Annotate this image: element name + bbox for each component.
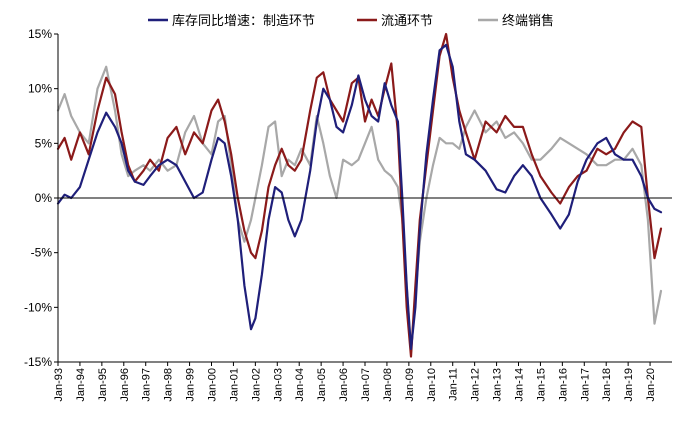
- x-tick-label: Jan-98: [163, 368, 175, 402]
- x-tick-label: Jan-13: [492, 368, 504, 402]
- x-tick-label: Jan-07: [360, 368, 372, 402]
- x-tick-label: Jan-11: [448, 368, 460, 401]
- x-tick-label: Jan-08: [382, 368, 394, 402]
- x-tick-label: Jan-94: [75, 368, 87, 402]
- x-tick-label: Jan-02: [250, 368, 262, 402]
- x-tick-label: Jan-10: [426, 368, 438, 402]
- y-tick-label: 15%: [28, 27, 52, 41]
- series-line-2: [56, 65, 663, 353]
- x-tick-label: Jan-05: [316, 368, 328, 402]
- x-tick-label: Jan-01: [228, 368, 240, 402]
- y-tick-label: 5%: [35, 136, 53, 150]
- y-tick-label: -15%: [24, 355, 52, 369]
- x-tick-label: Jan-93: [53, 368, 65, 402]
- x-tick-label: Jan-97: [141, 368, 153, 402]
- y-tick-label: 0%: [35, 191, 53, 205]
- x-tick-label: Jan-19: [623, 368, 635, 402]
- x-tick-label: Jan-14: [514, 368, 526, 402]
- x-tick-label: Jan-09: [404, 368, 416, 402]
- x-tick-label: Jan-04: [294, 368, 306, 402]
- x-tick-label: Jan-16: [557, 368, 569, 402]
- x-tick-label: Jan-20: [645, 368, 657, 402]
- x-tick-label: Jan-95: [97, 368, 109, 402]
- x-tick-label: Jan-17: [579, 368, 591, 402]
- x-tick-label: Jan-12: [470, 368, 482, 402]
- x-tick-label: Jan-96: [119, 368, 131, 402]
- legend-label-2: 终端销售: [502, 13, 554, 29]
- series-layer: [56, 32, 663, 358]
- legend-label-1: 流通环节: [381, 14, 433, 29]
- x-tick-label: Jan-18: [601, 368, 613, 402]
- chart-legend: 库存同比增速：制造环节 流通环节 终端销售: [148, 13, 554, 29]
- x-tick-label: Jan-15: [535, 368, 547, 402]
- axes-layer: -15% -10% -5% 0% 5% 10% 15% Jan-93 Jan-94 Jan-95 J…: [24, 27, 672, 402]
- x-tick-label: Jan-00: [207, 368, 219, 402]
- series-line-1: [56, 32, 663, 358]
- legend-label-0: 库存同比增速：制造环节: [172, 13, 315, 29]
- y-tick-label: 10%: [28, 82, 52, 96]
- x-tick-label: Jan-06: [338, 368, 350, 402]
- x-tick-label: Jan-03: [272, 368, 284, 402]
- series-line-0: [56, 43, 663, 350]
- y-tick-label: -10%: [24, 300, 52, 314]
- y-tick-label: -5%: [31, 246, 53, 260]
- x-tick-label: Jan-99: [185, 368, 197, 402]
